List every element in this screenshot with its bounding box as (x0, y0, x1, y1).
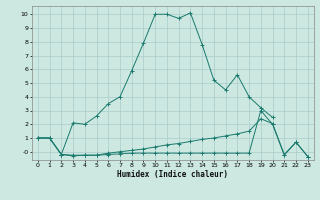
X-axis label: Humidex (Indice chaleur): Humidex (Indice chaleur) (117, 170, 228, 179)
